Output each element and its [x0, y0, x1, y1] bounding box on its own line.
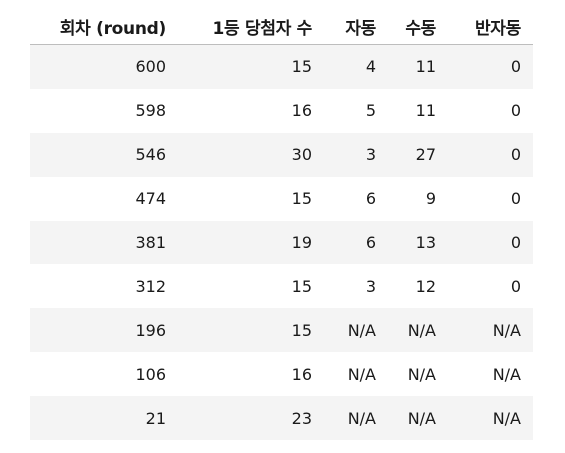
column-header-auto: 자동: [324, 8, 388, 45]
cell-semi-auto: 0: [448, 264, 533, 309]
cell-first-prize-winners: 15: [174, 176, 324, 221]
table-body: 600 15 4 11 0 598 16 5 11 0 546 30 3 27 …: [30, 44, 533, 441]
cell-manual: N/A: [388, 308, 448, 353]
cell-manual: 11: [388, 44, 448, 89]
cell-first-prize-winners: 19: [174, 220, 324, 265]
cell-semi-auto: N/A: [448, 308, 533, 353]
cell-semi-auto: 0: [448, 176, 533, 221]
table-header: 회차 (round) 1등 당첨자 수 자동 수동 반자동: [30, 8, 533, 45]
cell-first-prize-winners: 15: [174, 264, 324, 309]
cell-auto: 3: [324, 132, 388, 177]
cell-semi-auto: N/A: [448, 352, 533, 397]
column-header-round: 회차 (round): [30, 8, 174, 45]
cell-semi-auto: 0: [448, 220, 533, 265]
header-row: 회차 (round) 1등 당첨자 수 자동 수동 반자동: [30, 8, 533, 45]
cell-auto: N/A: [324, 396, 388, 441]
table-row: 598 16 5 11 0: [30, 88, 533, 133]
cell-manual: N/A: [388, 352, 448, 397]
cell-manual: 12: [388, 264, 448, 309]
cell-auto: 5: [324, 88, 388, 133]
cell-round: 598: [30, 88, 174, 133]
cell-first-prize-winners: 15: [174, 308, 324, 353]
cell-auto: N/A: [324, 352, 388, 397]
cell-round: 546: [30, 132, 174, 177]
table-row: 312 15 3 12 0: [30, 264, 533, 309]
cell-manual: 9: [388, 176, 448, 221]
table-row: 546 30 3 27 0: [30, 132, 533, 177]
column-header-semi-auto: 반자동: [448, 8, 533, 45]
cell-auto: 6: [324, 220, 388, 265]
cell-manual: 11: [388, 88, 448, 133]
cell-manual: N/A: [388, 396, 448, 441]
cell-semi-auto: 0: [448, 88, 533, 133]
cell-manual: 27: [388, 132, 448, 177]
column-header-first-prize-winners: 1등 당첨자 수: [174, 8, 324, 45]
cell-round: 21: [30, 396, 174, 441]
cell-round: 312: [30, 264, 174, 309]
cell-round: 474: [30, 176, 174, 221]
cell-manual: 13: [388, 220, 448, 265]
cell-first-prize-winners: 15: [174, 44, 324, 89]
table-row: 381 19 6 13 0: [30, 220, 533, 265]
cell-auto: 6: [324, 176, 388, 221]
cell-round: 600: [30, 44, 174, 89]
cell-first-prize-winners: 23: [174, 396, 324, 441]
table-row: 106 16 N/A N/A N/A: [30, 352, 533, 397]
cell-first-prize-winners: 16: [174, 352, 324, 397]
cell-round: 381: [30, 220, 174, 265]
lotto-winners-table-container: 회차 (round) 1등 당첨자 수 자동 수동 반자동 600 15 4 1…: [30, 8, 533, 441]
table-row: 600 15 4 11 0: [30, 44, 533, 89]
cell-auto: N/A: [324, 308, 388, 353]
table-row: 21 23 N/A N/A N/A: [30, 396, 533, 441]
cell-round: 196: [30, 308, 174, 353]
cell-semi-auto: 0: [448, 132, 533, 177]
cell-first-prize-winners: 30: [174, 132, 324, 177]
cell-semi-auto: 0: [448, 44, 533, 89]
cell-first-prize-winners: 16: [174, 88, 324, 133]
table-row: 474 15 6 9 0: [30, 176, 533, 221]
cell-round: 106: [30, 352, 174, 397]
lotto-winners-table: 회차 (round) 1등 당첨자 수 자동 수동 반자동 600 15 4 1…: [30, 8, 533, 441]
cell-semi-auto: N/A: [448, 396, 533, 441]
cell-auto: 4: [324, 44, 388, 89]
cell-auto: 3: [324, 264, 388, 309]
table-row: 196 15 N/A N/A N/A: [30, 308, 533, 353]
column-header-manual: 수동: [388, 8, 448, 45]
